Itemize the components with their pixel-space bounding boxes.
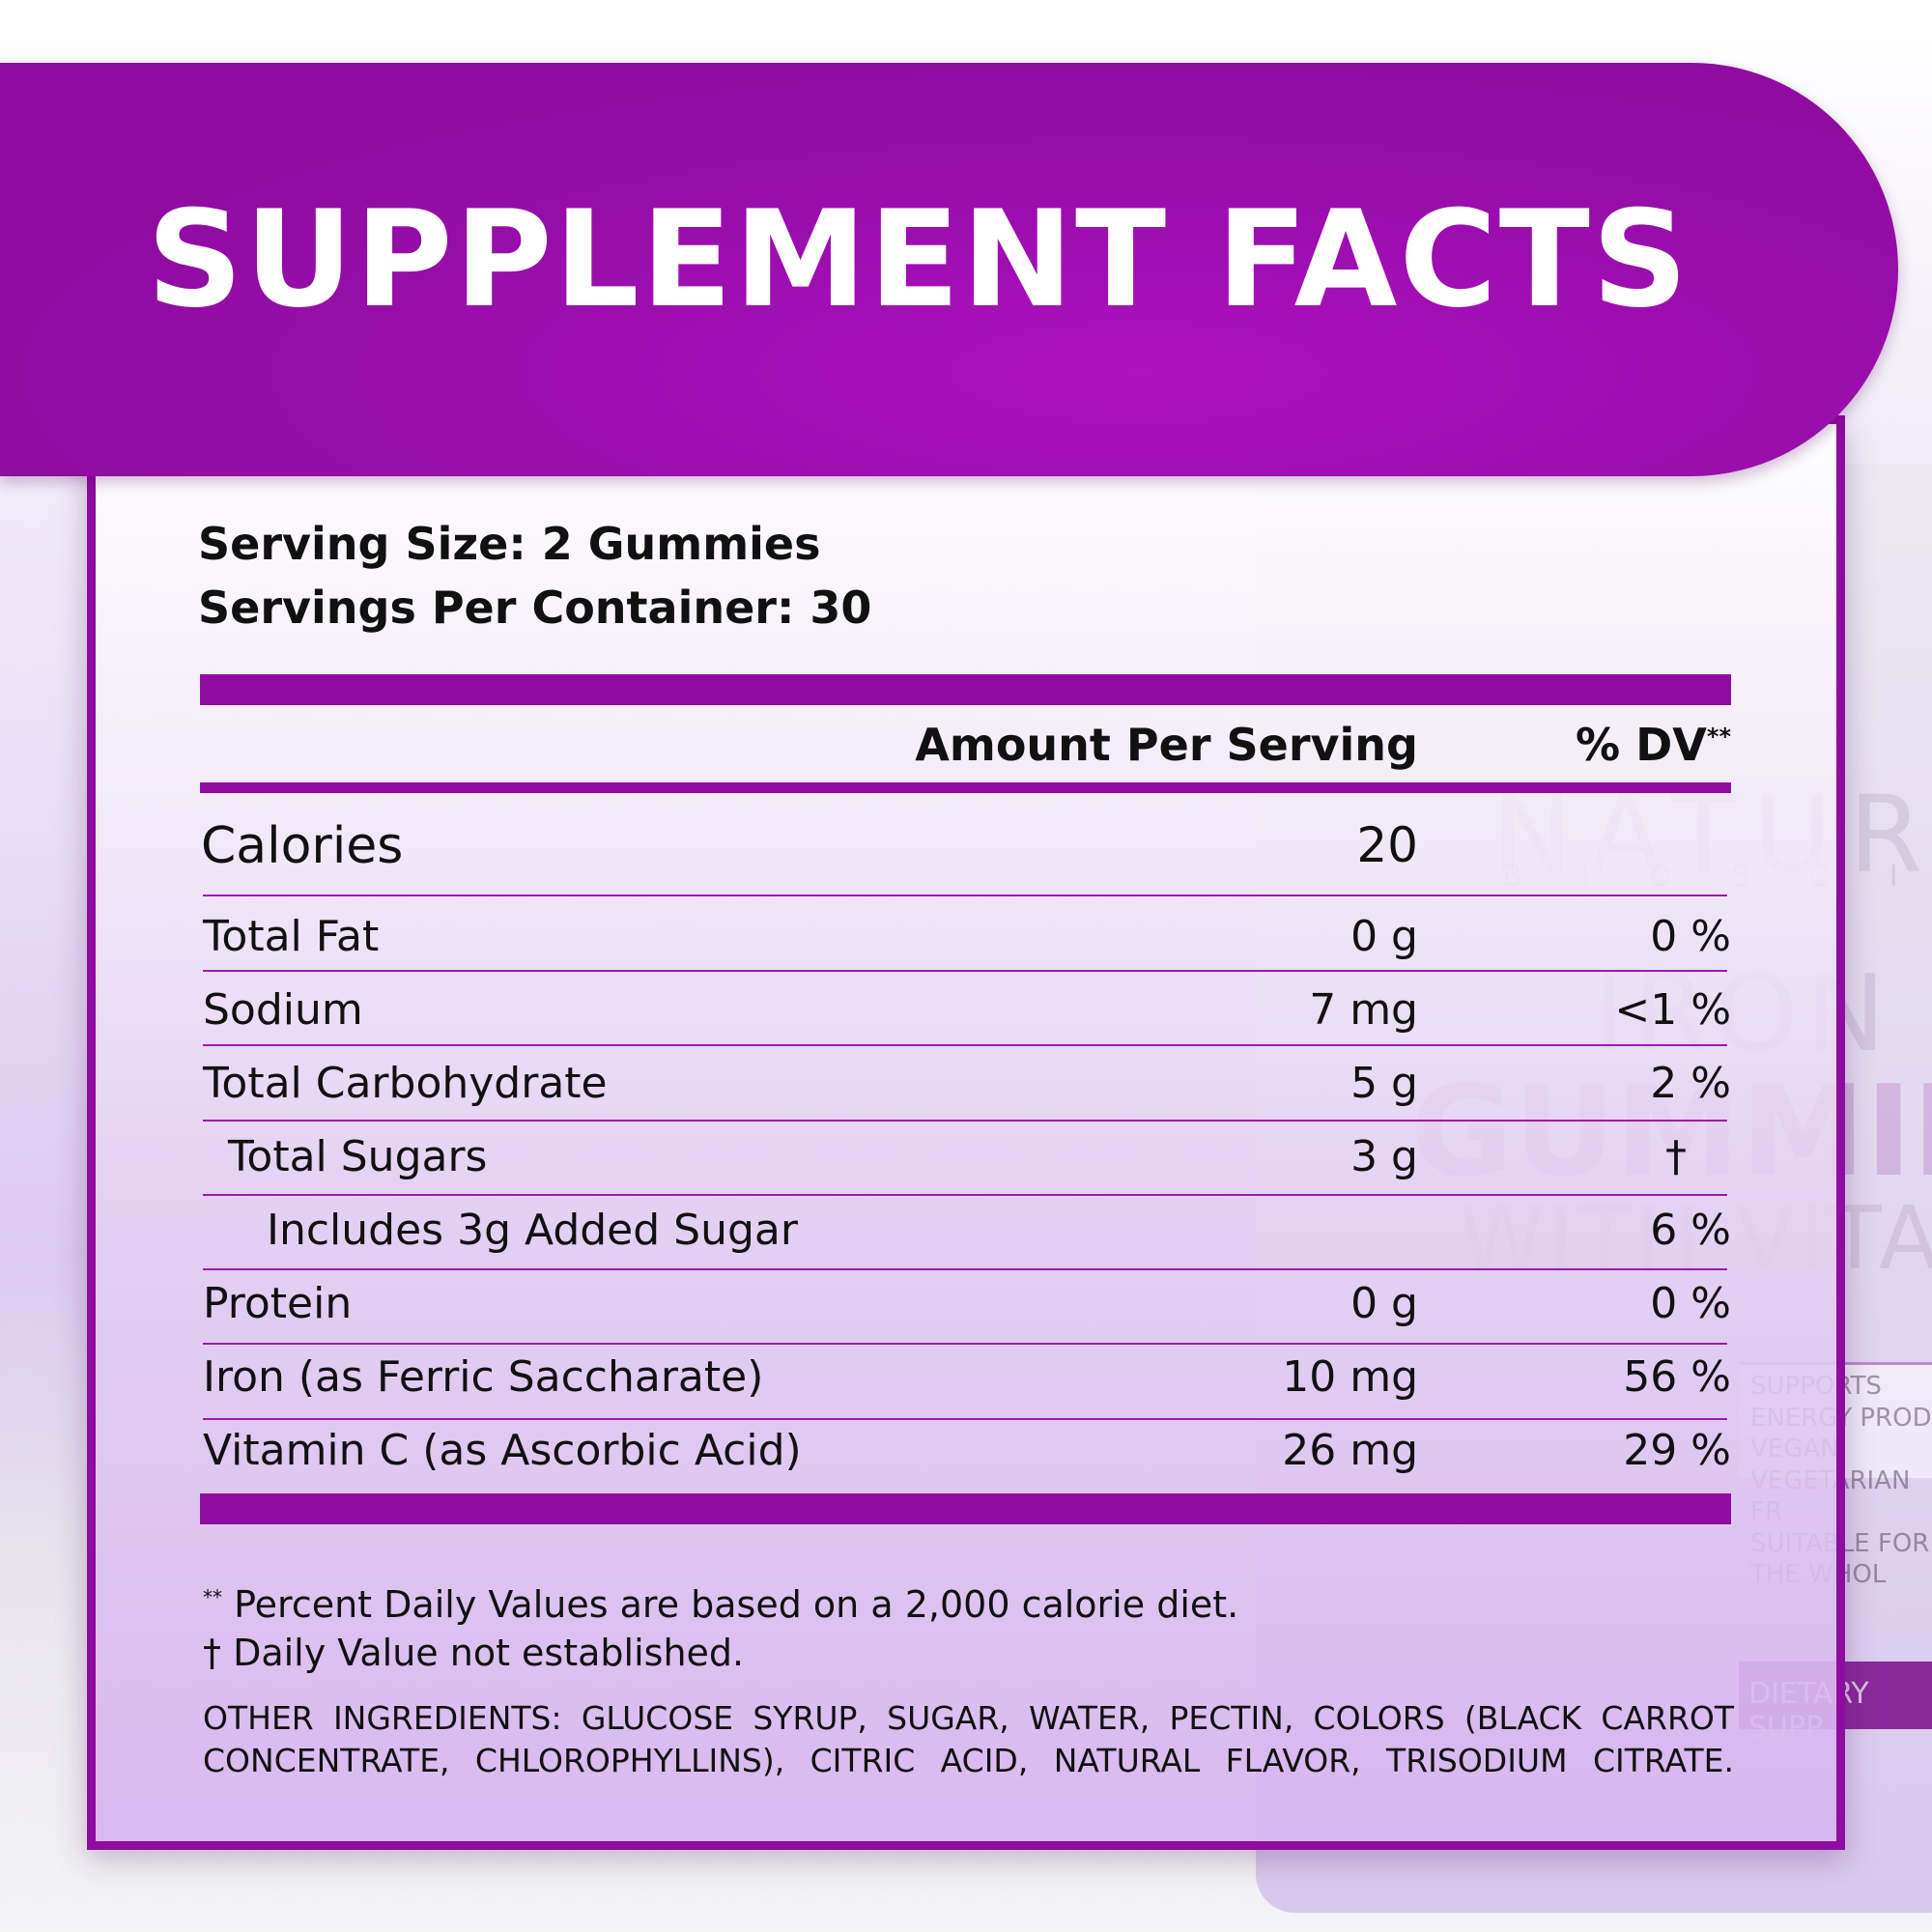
ingredients-label: OTHER INGREDIENTS: bbox=[203, 1699, 562, 1737]
row-amount-total-carbohydrate: 5 g bbox=[1350, 1059, 1418, 1108]
row-label-vitamin-c: Vitamin C (as Ascorbic Acid) bbox=[203, 1426, 802, 1475]
divider-thick-bottom bbox=[200, 1493, 1731, 1524]
row-amount-total-sugars: 3 g bbox=[1350, 1132, 1418, 1181]
row-label-total-sugars: Total Sugars bbox=[228, 1132, 488, 1181]
footnote-dagger: † Daily Value not established. bbox=[203, 1632, 745, 1674]
row-dv-vitamin-c: 29 % bbox=[1623, 1426, 1731, 1475]
row-label-total-carbohydrate: Total Carbohydrate bbox=[203, 1059, 608, 1108]
row-label-total-fat: Total Fat bbox=[203, 912, 380, 961]
column-header-amount: Amount Per Serving bbox=[915, 719, 1418, 771]
supplement-facts-panel bbox=[87, 415, 1845, 1850]
row-divider bbox=[203, 1343, 1727, 1345]
divider-medium bbox=[200, 782, 1731, 793]
title-banner bbox=[0, 63, 1898, 476]
row-amount-vitamin-c: 26 mg bbox=[1282, 1426, 1418, 1475]
row-amount-protein: 0 g bbox=[1350, 1279, 1418, 1328]
row-divider bbox=[203, 1044, 1727, 1046]
row-divider bbox=[203, 895, 1727, 896]
row-divider bbox=[203, 1418, 1727, 1420]
serving-size: Serving Size: 2 Gummies bbox=[198, 518, 821, 570]
row-dv-total-sugars: † bbox=[1665, 1132, 1687, 1181]
row-dv-sodium: <1 % bbox=[1614, 985, 1731, 1035]
row-divider bbox=[203, 1194, 1727, 1196]
row-dv-iron: 56 % bbox=[1623, 1352, 1731, 1402]
divider-thick-top bbox=[200, 674, 1731, 705]
row-divider bbox=[203, 970, 1727, 972]
row-dv-added-sugar: 6 % bbox=[1650, 1206, 1731, 1255]
row-amount-iron: 10 mg bbox=[1282, 1352, 1418, 1402]
row-label-added-sugar: Includes 3g Added Sugar bbox=[267, 1206, 798, 1255]
calories-label: Calories bbox=[201, 817, 404, 875]
row-divider bbox=[203, 1120, 1727, 1122]
row-amount-sodium: 7 mg bbox=[1309, 985, 1418, 1035]
row-label-protein: Protein bbox=[203, 1279, 353, 1328]
dv-footnote-marker: ** bbox=[1706, 723, 1731, 751]
row-dv-total-fat: 0 % bbox=[1650, 912, 1731, 961]
other-ingredients: OTHER INGREDIENTS: GLUCOSE SYRUP, SUGAR,… bbox=[203, 1697, 1734, 1782]
row-dv-total-carbohydrate: 2 % bbox=[1650, 1059, 1731, 1108]
calories-amount: 20 bbox=[1356, 817, 1418, 873]
row-divider bbox=[203, 1268, 1727, 1270]
column-header-dv: % DV** bbox=[1538, 723, 1731, 767]
footnote-daily-values: ** Percent Daily Values are based on a 2… bbox=[203, 1586, 1238, 1623]
row-amount-total-fat: 0 g bbox=[1350, 912, 1418, 961]
row-label-iron: Iron (as Ferric Saccharate) bbox=[203, 1352, 764, 1402]
page-title: SUPPLEMENT FACTS bbox=[147, 182, 1690, 337]
dv-label: % DV bbox=[1576, 719, 1707, 771]
footnote-marker: ** bbox=[203, 1585, 222, 1609]
row-label-sodium: Sodium bbox=[203, 985, 363, 1035]
servings-per-container: Servings Per Container: 30 bbox=[198, 582, 872, 634]
row-dv-protein: 0 % bbox=[1650, 1279, 1731, 1328]
ingredients-list: GLUCOSE SYRUP, SUGAR, WATER, PECTIN, COL… bbox=[203, 1699, 1735, 1779]
footnote-dv-text: Percent Daily Values are based on a 2,00… bbox=[234, 1583, 1239, 1626]
